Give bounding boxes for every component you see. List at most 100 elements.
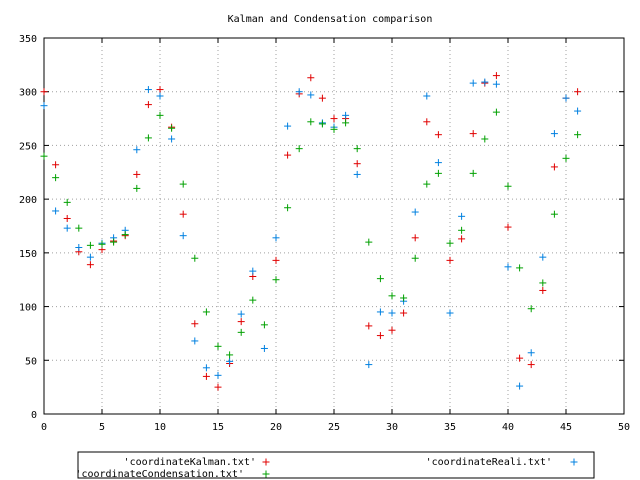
data-point bbox=[365, 361, 373, 369]
data-point bbox=[376, 308, 384, 316]
data-point bbox=[202, 308, 210, 316]
x-tick-label: 40 bbox=[502, 422, 514, 433]
data-point bbox=[318, 94, 326, 102]
data-point bbox=[469, 79, 477, 87]
data-point bbox=[63, 224, 71, 232]
data-point bbox=[388, 326, 396, 334]
data-point bbox=[40, 88, 48, 96]
y-tick-label: 150 bbox=[19, 249, 37, 260]
data-point bbox=[179, 180, 187, 188]
data-point bbox=[191, 320, 199, 328]
data-point bbox=[144, 101, 152, 109]
x-tick-label: 45 bbox=[560, 422, 572, 433]
data-point bbox=[330, 125, 338, 133]
data-point bbox=[307, 91, 315, 99]
data-point bbox=[86, 253, 94, 261]
data-point bbox=[434, 169, 442, 177]
legend-label: 'coordinateReali.txt' bbox=[426, 457, 552, 468]
data-points bbox=[40, 72, 582, 391]
data-point bbox=[168, 124, 176, 132]
data-point bbox=[458, 235, 466, 243]
legend-label: 'coordinateCondensation.txt' bbox=[75, 469, 244, 480]
data-point bbox=[376, 332, 384, 340]
data-point bbox=[156, 111, 164, 119]
data-point bbox=[133, 184, 141, 192]
data-point bbox=[63, 214, 71, 222]
data-point bbox=[469, 130, 477, 138]
data-point bbox=[550, 130, 558, 138]
data-point bbox=[400, 309, 408, 317]
x-tick-label: 20 bbox=[270, 422, 282, 433]
chart-title: Kalman and Condensation comparison bbox=[228, 14, 433, 25]
x-tick-label: 10 bbox=[154, 422, 166, 433]
data-point bbox=[516, 382, 524, 390]
data-point bbox=[272, 234, 280, 242]
data-point bbox=[527, 361, 535, 369]
data-point bbox=[527, 305, 535, 313]
data-point bbox=[423, 118, 431, 126]
data-point bbox=[376, 275, 384, 283]
data-point bbox=[144, 86, 152, 94]
data-point bbox=[156, 92, 164, 100]
data-point bbox=[550, 163, 558, 171]
y-tick-label: 50 bbox=[25, 356, 37, 367]
data-point bbox=[492, 72, 500, 80]
data-point bbox=[86, 241, 94, 249]
y-tick-label: 100 bbox=[19, 303, 37, 314]
data-point bbox=[156, 86, 164, 94]
legend-marker bbox=[262, 458, 270, 466]
data-point bbox=[202, 364, 210, 372]
x-tick-label: 35 bbox=[444, 422, 456, 433]
data-point bbox=[446, 256, 454, 264]
data-point bbox=[365, 322, 373, 330]
data-point bbox=[388, 292, 396, 300]
legend-box bbox=[77, 451, 595, 479]
data-point bbox=[284, 122, 292, 130]
data-point bbox=[481, 78, 489, 86]
data-point bbox=[284, 151, 292, 159]
data-point bbox=[307, 74, 315, 82]
data-point bbox=[179, 210, 187, 218]
data-point bbox=[237, 318, 245, 326]
data-point bbox=[388, 309, 396, 317]
x-tick-label: 15 bbox=[212, 422, 224, 433]
data-point bbox=[446, 239, 454, 247]
data-point bbox=[423, 180, 431, 188]
data-point bbox=[191, 254, 199, 262]
data-point bbox=[226, 351, 234, 359]
data-point bbox=[133, 146, 141, 154]
data-point bbox=[411, 234, 419, 242]
data-point bbox=[260, 344, 268, 352]
data-point bbox=[562, 154, 570, 162]
data-point bbox=[214, 371, 222, 379]
data-point bbox=[330, 115, 338, 123]
data-point bbox=[504, 182, 512, 190]
data-point bbox=[574, 107, 582, 115]
data-point bbox=[411, 208, 419, 216]
data-point bbox=[249, 267, 257, 275]
series-1 bbox=[40, 78, 582, 390]
data-point bbox=[539, 279, 547, 287]
data-point bbox=[63, 198, 71, 206]
legend-marker bbox=[262, 470, 270, 478]
data-point bbox=[446, 309, 454, 317]
legend-label: 'coordinateKalman.txt' bbox=[124, 457, 256, 468]
data-point bbox=[295, 88, 303, 96]
x-tick-label: 0 bbox=[41, 422, 47, 433]
y-tick-label: 250 bbox=[19, 141, 37, 152]
data-point bbox=[400, 294, 408, 302]
axes: 0 5 10 15 20 25 30 35 40 45 50 0 50 100 150 200 250 300 35… bbox=[19, 34, 630, 433]
data-point bbox=[214, 342, 222, 350]
data-point bbox=[516, 264, 524, 272]
data-point bbox=[504, 263, 512, 271]
data-point bbox=[353, 145, 361, 153]
data-point bbox=[353, 170, 361, 178]
data-point bbox=[191, 337, 199, 345]
data-point bbox=[492, 80, 500, 88]
data-point bbox=[504, 223, 512, 231]
data-point bbox=[272, 256, 280, 264]
data-point bbox=[342, 119, 350, 127]
data-point bbox=[249, 296, 257, 304]
y-tick-label: 300 bbox=[19, 88, 37, 99]
